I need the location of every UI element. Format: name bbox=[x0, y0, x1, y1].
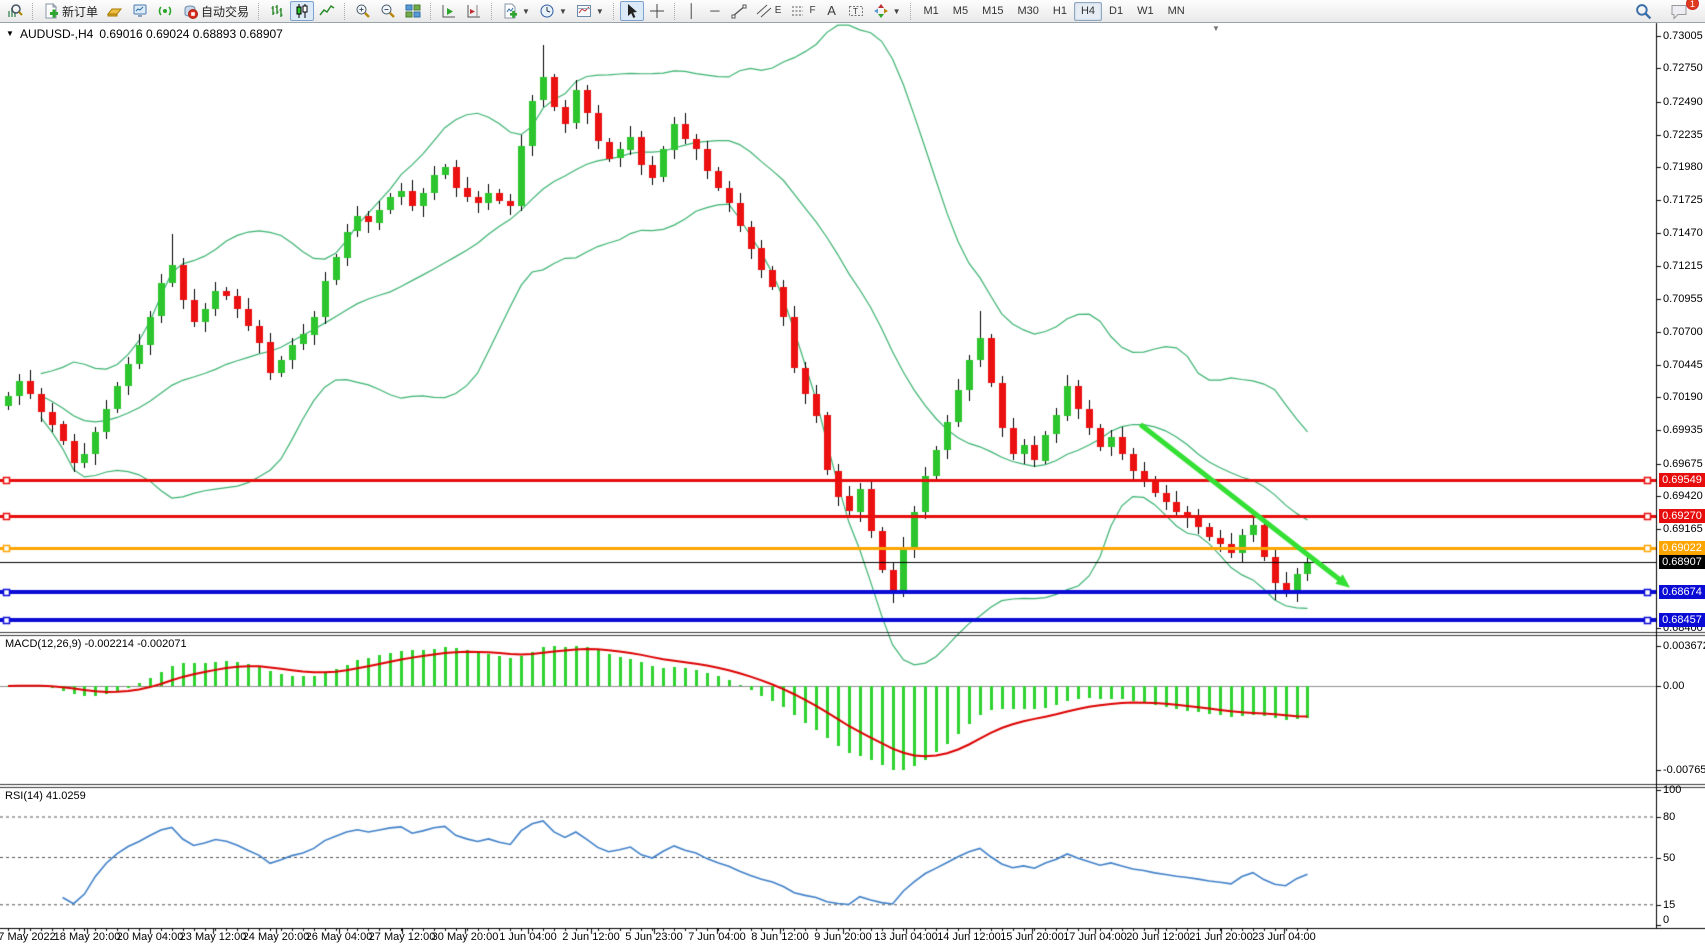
candlestick-chart-button[interactable] bbox=[290, 1, 315, 21]
tile-windows-button[interactable] bbox=[401, 1, 425, 21]
toolbar-separator bbox=[258, 2, 260, 20]
timeframe-group: M1 M5 M15 M30 H1 H4 D1 W1 MN bbox=[917, 1, 1192, 21]
zoom-in-button[interactable] bbox=[351, 1, 375, 21]
timeframe-button-m30[interactable]: M30 bbox=[1017, 5, 1039, 17]
line-chart-button[interactable] bbox=[315, 1, 339, 21]
toolbar-separator bbox=[32, 2, 34, 20]
vertical-line-button[interactable]: │ bbox=[681, 1, 703, 21]
market-depth-button[interactable] bbox=[103, 1, 127, 21]
zoom-out-button[interactable] bbox=[376, 1, 400, 21]
timeframe-button-w1[interactable]: W1 bbox=[1137, 5, 1154, 17]
new-order-icon bbox=[45, 3, 58, 19]
template-icon bbox=[576, 5, 591, 17]
auto-scroll-icon bbox=[442, 5, 456, 18]
timeframe-button-mn[interactable]: MN bbox=[1167, 5, 1185, 17]
notifications-button[interactable]: 1 bbox=[1666, 0, 1699, 21]
chart-shift-button[interactable] bbox=[462, 1, 486, 21]
toolbar-separator bbox=[491, 2, 493, 20]
trendline-icon bbox=[731, 4, 747, 19]
channel-icon bbox=[756, 4, 772, 18]
indicators-icon bbox=[504, 3, 518, 19]
indicators-dropdown-caret: ▼ bbox=[522, 6, 530, 16]
horizontal-line-icon: ─ bbox=[710, 3, 720, 18]
clock-icon bbox=[540, 4, 554, 18]
crosshair-icon bbox=[649, 4, 664, 18]
svg-text:T: T bbox=[853, 7, 858, 16]
templates-dropdown-caret: ▼ bbox=[595, 6, 604, 16]
fibonacci-button[interactable]: F bbox=[786, 1, 819, 21]
chart-search-icon bbox=[8, 4, 23, 17]
terminal-icon bbox=[133, 4, 147, 17]
signal-icon bbox=[158, 6, 172, 16]
periods-button[interactable]: ▼ bbox=[535, 1, 571, 21]
signals-button[interactable] bbox=[153, 1, 177, 21]
channel-label: E bbox=[774, 5, 782, 16]
channel-button[interactable]: E bbox=[752, 1, 786, 21]
gold-bar-icon bbox=[107, 8, 123, 17]
timeframe-button-d1[interactable]: D1 bbox=[1109, 5, 1124, 17]
bar-chart-icon bbox=[271, 5, 283, 17]
toolbar-separator bbox=[344, 2, 346, 20]
chart-shift-icon bbox=[467, 5, 481, 18]
arrows-button[interactable]: ▼ bbox=[869, 1, 905, 21]
chart-search-button[interactable] bbox=[3, 1, 27, 21]
toolbar-separator bbox=[612, 2, 615, 20]
arrows-dropdown-caret: ▼ bbox=[892, 6, 901, 16]
new-order-button[interactable]: 新订单 bbox=[39, 1, 102, 21]
terminal-button[interactable] bbox=[128, 1, 152, 21]
fibonacci-label: F bbox=[809, 5, 816, 16]
timeframe-button-m1[interactable]: M1 bbox=[923, 5, 939, 17]
text-label-icon: T bbox=[848, 6, 863, 16]
text-icon: A bbox=[827, 3, 836, 18]
crosshair-button[interactable] bbox=[645, 1, 669, 21]
text-label-button[interactable]: T bbox=[844, 1, 868, 21]
indicators-button[interactable]: ▼ bbox=[498, 1, 534, 21]
vertical-line-icon: │ bbox=[687, 3, 696, 18]
autotrading-icon bbox=[184, 5, 199, 19]
candlestick-icon bbox=[296, 4, 308, 18]
trendline-button[interactable] bbox=[727, 1, 751, 21]
tile-windows-icon bbox=[405, 4, 421, 18]
zoom-out-icon bbox=[381, 4, 395, 18]
auto-scroll-button[interactable] bbox=[437, 1, 461, 21]
timeframe-button-h1[interactable]: H1 bbox=[1052, 5, 1067, 17]
cursor-icon bbox=[627, 4, 637, 18]
new-order-label: 新订单 bbox=[62, 4, 99, 19]
search-button[interactable] bbox=[1631, 1, 1656, 21]
toolbar-separator bbox=[909, 2, 912, 20]
timeframe-button-m15[interactable]: M15 bbox=[982, 5, 1004, 17]
notification-badge: 1 bbox=[1686, 0, 1699, 10]
horizontal-line-button[interactable]: ─ bbox=[704, 1, 726, 21]
autotrading-label: 自动交易 bbox=[201, 4, 250, 19]
timeframe-button-m5[interactable]: M5 bbox=[952, 5, 969, 17]
templates-button[interactable]: ▼ bbox=[572, 1, 608, 21]
line-chart-icon bbox=[319, 4, 335, 16]
toolbar: 新订单 自动交易 bbox=[0, 0, 1705, 23]
zoom-in-icon bbox=[356, 4, 370, 18]
timeframe-button-h4[interactable]: H4 bbox=[1073, 1, 1102, 21]
autotrading-button[interactable]: 自动交易 bbox=[178, 1, 253, 21]
text-button[interactable]: A bbox=[821, 1, 843, 21]
toolbar-right: 1 bbox=[1631, 0, 1702, 21]
toolbar-separator bbox=[673, 2, 676, 20]
bar-chart-button[interactable] bbox=[265, 1, 289, 21]
cursor-button[interactable] bbox=[619, 1, 644, 21]
search-icon bbox=[1636, 3, 1652, 19]
arrows-icon bbox=[873, 4, 888, 18]
toolbar-separator bbox=[430, 2, 432, 20]
periods-dropdown-caret: ▼ bbox=[558, 6, 567, 16]
fibonacci-icon bbox=[792, 6, 804, 16]
